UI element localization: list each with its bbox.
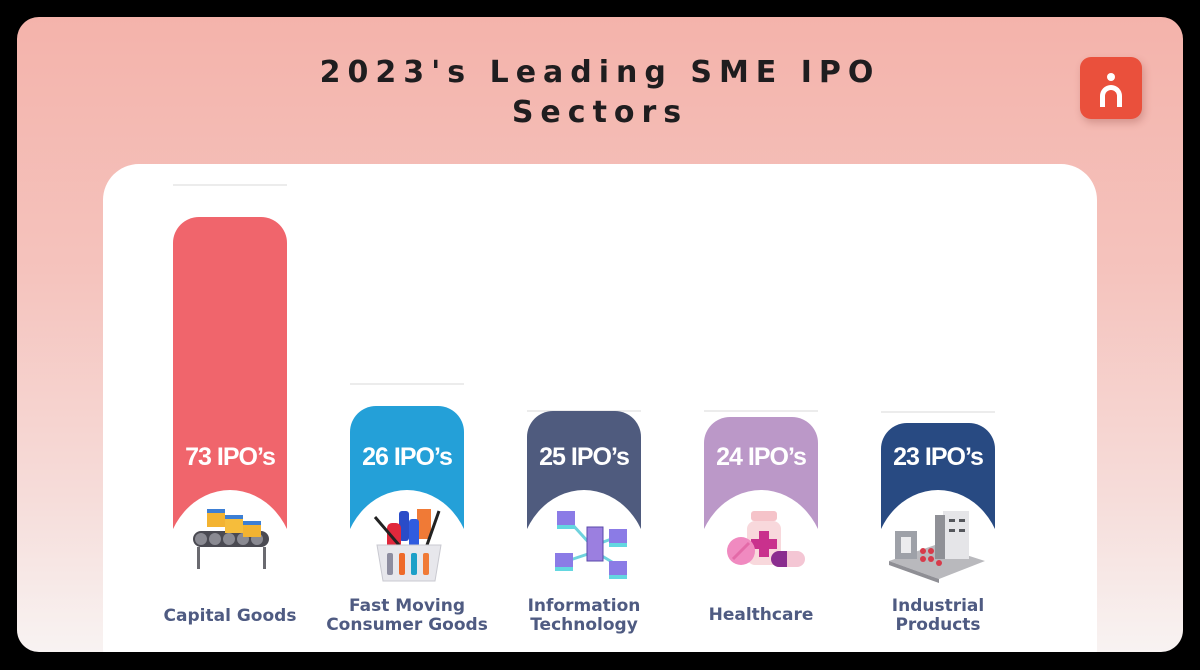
bar-value-label: 26 IPO’s <box>362 443 453 471</box>
category-line: Consumer Goods <box>326 615 488 635</box>
bar-value-label: 73 IPO’s <box>185 443 276 471</box>
brand-logo-icon <box>1080 57 1142 119</box>
category-line: Products <box>895 615 981 635</box>
category-line: Fast Moving <box>348 596 466 616</box>
bar-value-label: 25 IPO’s <box>539 443 630 471</box>
bar-track-line <box>350 383 464 385</box>
category-label-information-technology: Information Technology <box>489 597 679 635</box>
computer-network-icon <box>555 511 627 579</box>
title-line-2: Sectors <box>511 95 689 130</box>
category-label-industrial-products: Industrial Products <box>843 597 1033 635</box>
bar-track-line <box>173 184 287 186</box>
shopping-basket-icon <box>373 509 442 582</box>
category-line: Technology <box>530 615 638 635</box>
chart-title: 2023's Leading SME IPO Sectors <box>17 53 1183 133</box>
medicine-bottle-icon <box>727 511 805 567</box>
category-line: Industrial <box>891 596 985 616</box>
factory-building-icon <box>889 511 985 583</box>
category-label-capital-goods: Capital Goods <box>135 607 325 626</box>
title-line-1: 2023's Leading SME IPO <box>319 55 881 90</box>
category-line: Information <box>527 596 641 616</box>
category-label-healthcare: Healthcare <box>666 606 856 625</box>
logo-dot <box>1107 73 1115 81</box>
bar-track-line <box>704 410 818 412</box>
logo-arch <box>1100 85 1122 107</box>
bar-track-line <box>881 411 995 413</box>
bar-value-label: 24 IPO’s <box>716 443 807 471</box>
conveyor-belt-boxes-icon <box>193 509 269 569</box>
category-label-fmcg: Fast Moving Consumer Goods <box>312 597 502 635</box>
category-line: Healthcare <box>708 605 814 625</box>
infographic-card: 2023's Leading SME IPO Sectors 73 IPO’s … <box>17 17 1183 652</box>
category-line: Capital Goods <box>163 606 297 626</box>
icon-bubble <box>519 490 649 640</box>
bar-value-label: 23 IPO’s <box>893 443 984 471</box>
